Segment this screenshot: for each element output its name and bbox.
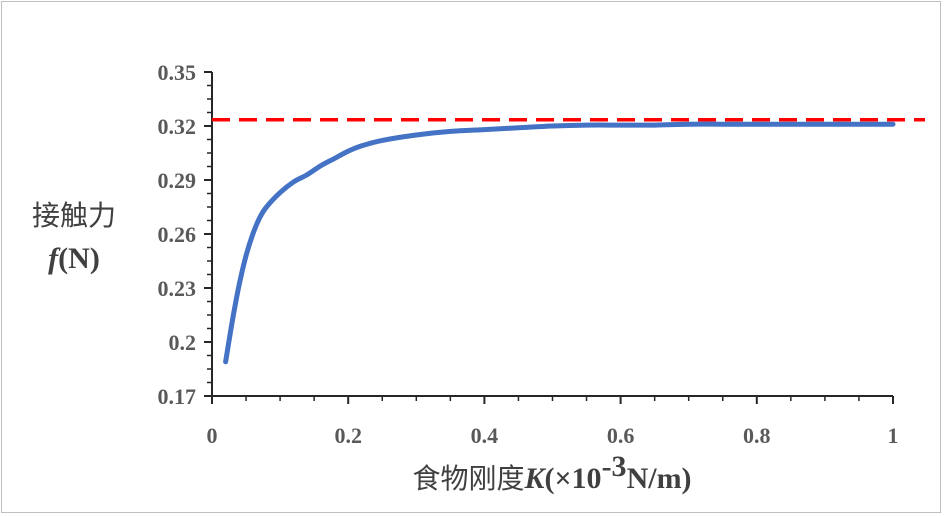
x-tick-label: 0 xyxy=(207,423,218,448)
y-axis-variable: f xyxy=(48,242,61,275)
y-axis-unit: (N) xyxy=(58,242,100,275)
y-tick-label: 0.17 xyxy=(158,384,197,409)
x-axis-unit-close: N/m) xyxy=(627,462,692,495)
x-axis-unit-exponent: -3 xyxy=(602,450,627,483)
y-axis-title-line2: f(N) xyxy=(48,242,100,275)
x-axis-title-prefix: 食物刚度 xyxy=(412,463,524,495)
y-tick-label: 0.32 xyxy=(158,114,197,139)
x-axis-title: 食物刚度K(×10-3N/m) xyxy=(412,450,691,495)
x-tick-label: 0.4 xyxy=(471,423,499,448)
y-tick-label: 0.35 xyxy=(158,60,197,85)
y-tick-label: 0.2 xyxy=(169,330,197,355)
x-tick-label: 0.6 xyxy=(607,423,635,448)
plot-area xyxy=(212,117,925,365)
x-tick-label: 0.2 xyxy=(334,423,362,448)
series-line xyxy=(223,121,896,365)
x-tick-label: 1 xyxy=(888,423,899,448)
y-tick-label: 0.26 xyxy=(158,222,197,247)
x-axis-variable: K xyxy=(523,462,546,495)
x-axis: 0 0.2 0.4 0.6 0.8 1 xyxy=(207,395,899,448)
x-tick-label: 0.8 xyxy=(743,423,771,448)
y-tick-label: 0.23 xyxy=(158,276,197,301)
x-axis-unit-open: (×10 xyxy=(544,462,601,495)
y-axis-title-line1: 接触力 xyxy=(32,200,116,232)
y-tick-label: 0.29 xyxy=(158,168,197,193)
y-axis: 0.17 0.2 0.23 0.26 0.29 0.32 0.35 xyxy=(158,60,213,409)
